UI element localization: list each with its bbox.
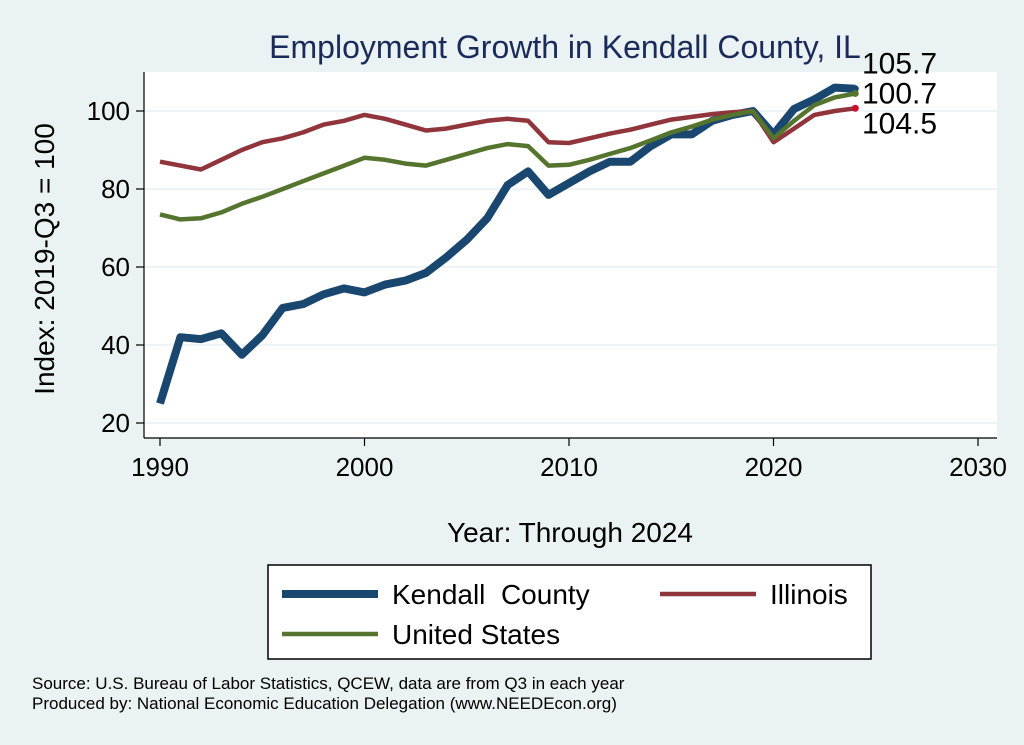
- legend-label-0: Kendall County: [392, 579, 590, 610]
- x-tick-label-2000: 2000: [336, 452, 394, 482]
- plot-area: [144, 72, 997, 438]
- y-tick-label-40: 40: [101, 330, 130, 360]
- series-end-label-1: 100.7: [862, 77, 937, 110]
- legend: Kendall County Illinois United States: [267, 564, 872, 660]
- axes: 20 40 60 80 100 1990 2000 2010 2020 2030: [87, 72, 1007, 482]
- y-tick-label-80: 80: [101, 174, 130, 204]
- y-tick-label-60: 60: [101, 252, 130, 282]
- source-line-1: Source: U.S. Bureau of Labor Statistics,…: [32, 674, 625, 693]
- series-lines: [156, 83, 856, 405]
- x-tick-label-2010: 2010: [540, 452, 598, 482]
- x-tick-label-2030: 2030: [949, 452, 1007, 482]
- series-end-marker-2: [851, 89, 859, 97]
- legend-label-2: United States: [392, 619, 560, 650]
- chart-title: Employment Growth in Kendall County, IL: [269, 29, 861, 65]
- series-end-label-0: 105.7: [862, 47, 937, 80]
- series-end-marker-1: [851, 104, 859, 112]
- y-tick-label-20: 20: [101, 408, 130, 438]
- legend-box: [267, 564, 872, 660]
- x-tick-label-2020: 2020: [745, 452, 803, 482]
- x-tick-label-1990: 1990: [131, 452, 189, 482]
- y-tick-label-100: 100: [87, 96, 130, 126]
- legend-items: Kendall County Illinois United States: [282, 579, 848, 650]
- legend-label-1: Illinois: [770, 579, 848, 610]
- series-line-2: [159, 91, 856, 222]
- series-end-label-2: 104.5: [862, 107, 937, 140]
- x-axis-label: Year: Through 2024: [447, 517, 693, 548]
- y-axis-label: Index: 2019-Q3 = 100: [29, 123, 60, 395]
- source-line-2: Produced by: National Economic Education…: [32, 694, 617, 713]
